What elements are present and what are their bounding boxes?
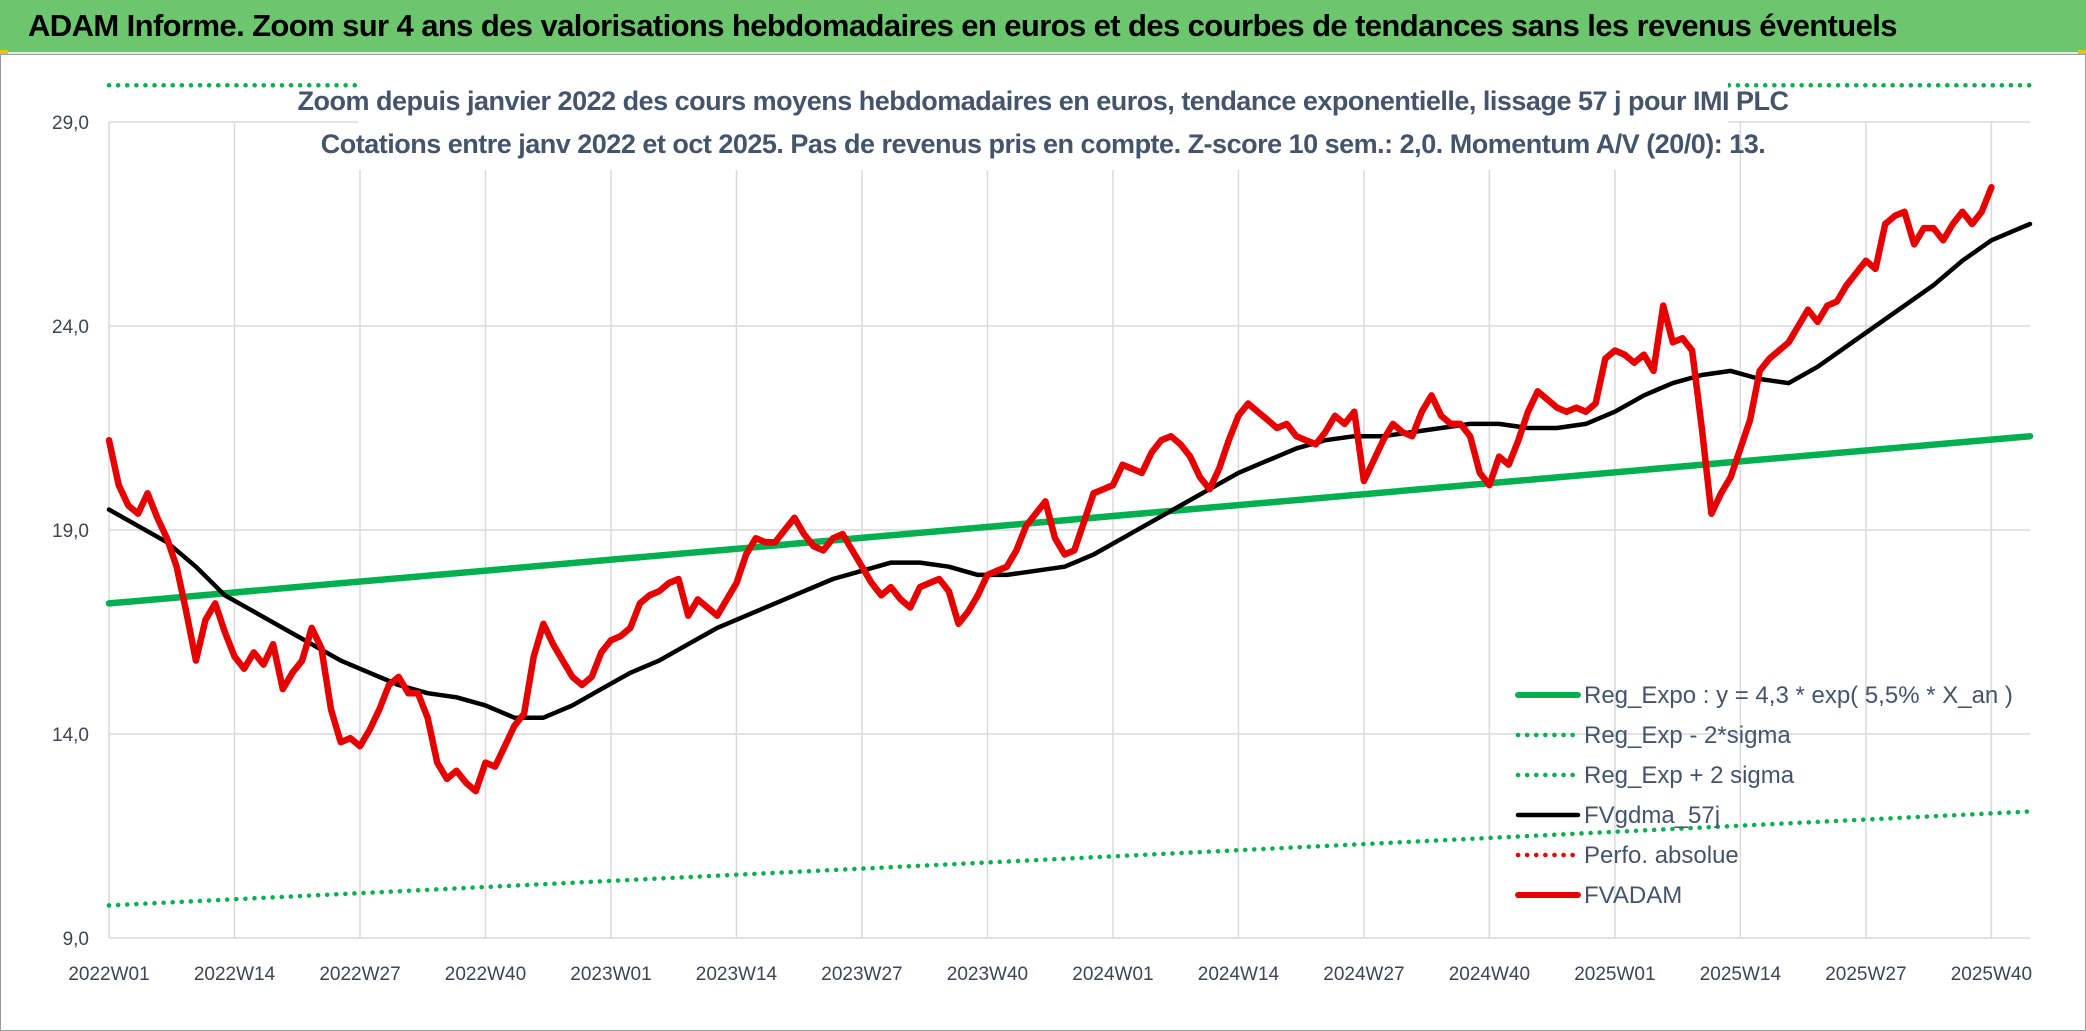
y-tick-label: 24,0 (52, 317, 89, 338)
y-tick-label: 14,0 (52, 725, 89, 746)
x-axis-ticks: 2022W01 2022W14 2022W27 2022W40 2023W01 2023W… (68, 964, 2032, 985)
legend-label-reg_plus: Reg_Exp + 2 sigma (1584, 762, 1795, 789)
x-tick-label: 2024W27 (1323, 964, 1404, 985)
chart-area (0, 54, 2086, 1031)
x-tick-label: 2025W40 (1951, 964, 2032, 985)
x-tick-label: 2024W40 (1449, 964, 1530, 985)
series-reg-exp-2-sigma (106, 809, 2033, 908)
title-backdrop (358, 80, 1728, 170)
legend-label-fvadam: FVADAM (1584, 882, 1682, 909)
x-tick-label: 2024W14 (1198, 964, 1280, 985)
y-tick-label: 9,0 (63, 929, 89, 950)
x-tick-label: 2023W01 (570, 964, 651, 985)
legend-label-reg_minus: Reg_Exp - 2*sigma (1584, 722, 1791, 749)
x-tick-label: 2023W27 (821, 964, 902, 985)
series-fvgdma-57j (106, 221, 2033, 720)
legend-label-perfo: Perfo. absolue (1584, 842, 1739, 869)
banner: ADAM Informe. Zoom sur 4 ans des valoris… (0, 0, 2086, 54)
legend: Reg_Expo : y = 4,3 * exp( 5,5% * X_an ) R… (1515, 682, 2013, 909)
x-tick-label: 2025W27 (1825, 964, 1906, 985)
series-fvadam (105, 184, 1995, 795)
x-tick-label: 2022W14 (194, 964, 276, 985)
x-tick-label: 2025W01 (1574, 964, 1655, 985)
y-axis-ticks: 9,0 14,0 19,0 24,0 29,0 (52, 113, 89, 950)
x-tick-label: 2025W14 (1700, 964, 1782, 985)
grid (108, 121, 2030, 939)
x-tick-label: 2022W27 (319, 964, 400, 985)
chart-title: Zoom depuis janvier 2022 des cours moyen… (298, 80, 1789, 170)
x-tick-label: 2023W40 (947, 964, 1028, 985)
y-tick-label: 19,0 (52, 521, 89, 542)
chart-title-line-1: Zoom depuis janvier 2022 des cours moyen… (298, 86, 1789, 116)
x-tick-label: 2022W40 (445, 964, 526, 985)
y-tick-label: 29,0 (52, 113, 89, 134)
series-reg-expo (105, 432, 2034, 607)
chart-title-line-2: Cotations entre janv 2022 et oct 2025. P… (321, 129, 1766, 159)
legend-label-reg_expo: Reg_Expo : y = 4,3 * exp( 5,5% * X_an ) (1584, 682, 2013, 709)
x-tick-label: 2023W14 (696, 964, 778, 985)
x-tick-label: 2022W01 (68, 964, 149, 985)
banner-title: ADAM Informe. Zoom sur 4 ans des valoris… (28, 8, 1898, 43)
x-tick-label: 2024W01 (1072, 964, 1153, 985)
legend-label-fvgdma: FVgdma_57j (1584, 802, 1720, 829)
